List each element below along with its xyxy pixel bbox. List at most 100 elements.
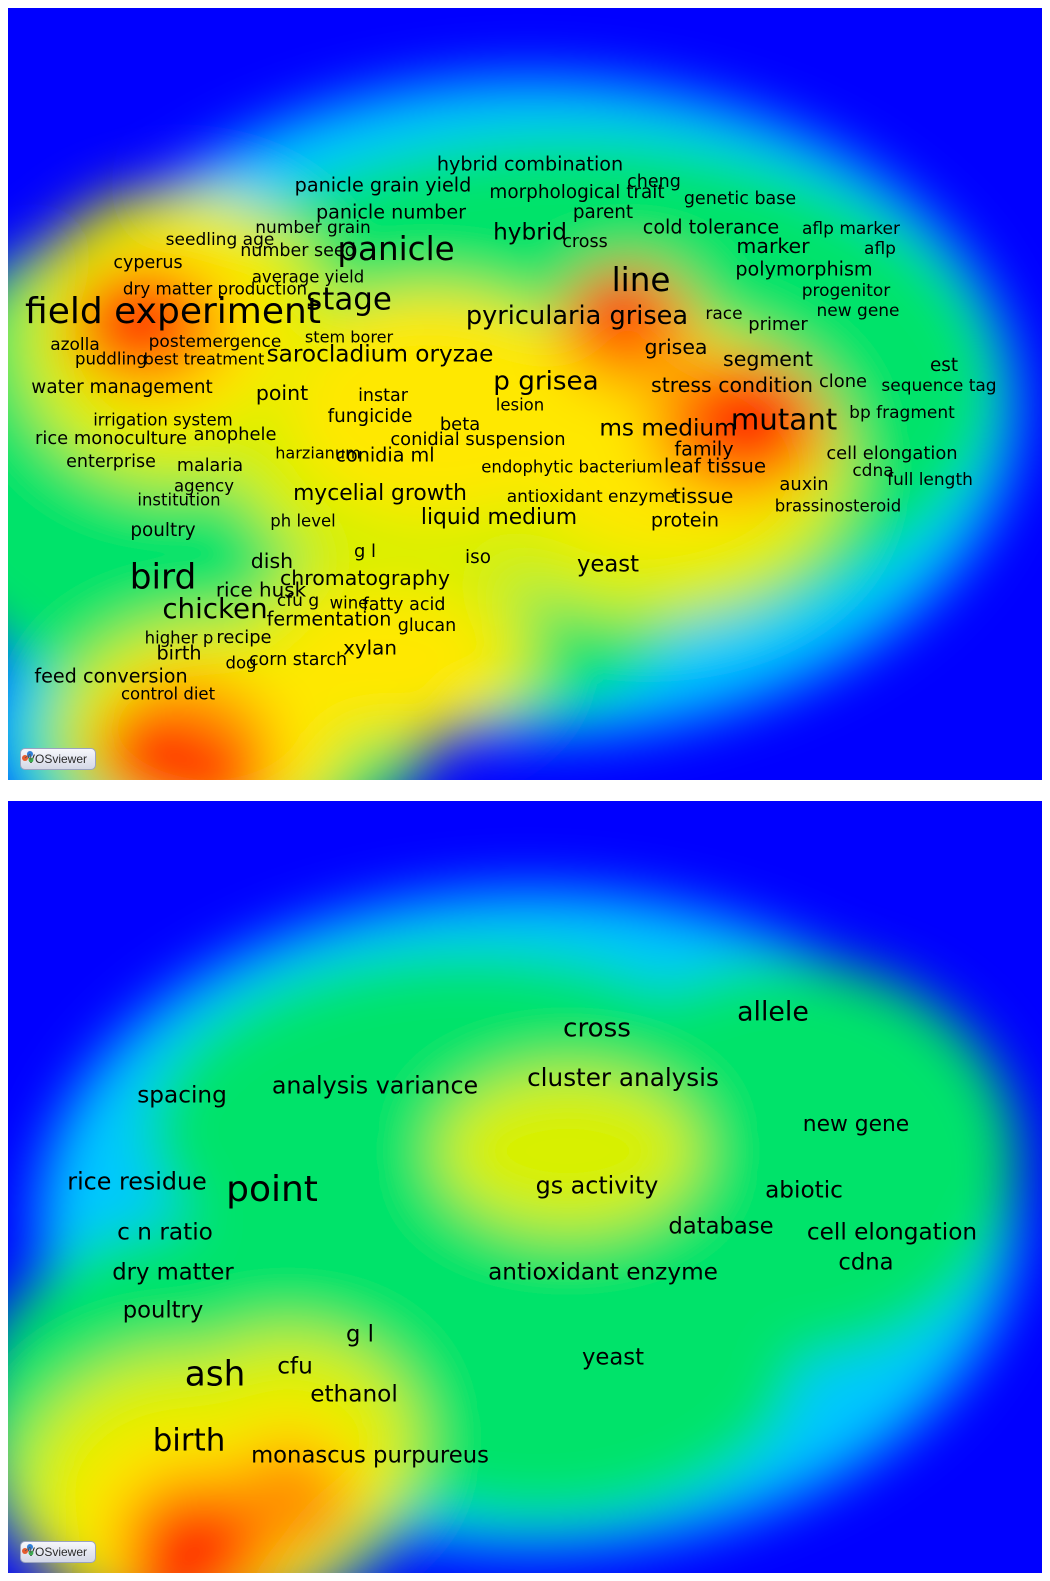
term-label: hybrid combination: [437, 153, 623, 176]
term-label: ethanol: [310, 1381, 398, 1408]
vosviewer-badge-bottom: VOSviewer: [20, 1541, 97, 1563]
term-label: panicle number: [316, 201, 466, 224]
density-blob: [288, 298, 588, 518]
term-label: yeast: [577, 552, 639, 578]
term-label: clone: [819, 371, 867, 392]
density-blob: [173, 748, 263, 780]
density-blob: [438, 1071, 698, 1231]
term-label: yeast: [582, 1345, 644, 1371]
density-blob: [133, 1556, 203, 1573]
term-label: chromatography: [280, 566, 450, 590]
term-label: iso: [465, 547, 491, 568]
vosviewer-label: VOSviewer: [27, 1545, 88, 1559]
term-label: point: [226, 1169, 318, 1210]
term-label: leaf tissue: [664, 455, 766, 478]
term-label: cdna: [838, 1250, 893, 1276]
term-labels: field experiment panicle stage line birdchic…: [25, 153, 997, 704]
term-label: ms medium: [599, 415, 736, 442]
term-label: number grain: [255, 218, 370, 238]
term-label: malaria: [177, 456, 243, 476]
term-label: conidia ml: [335, 444, 434, 467]
term-label: allele: [737, 997, 809, 1028]
term-label: fungicide: [328, 406, 413, 427]
term-label: progenitor: [802, 281, 891, 301]
term-label: dry matter production: [123, 279, 307, 299]
term-label: new gene: [816, 301, 899, 321]
density-map-top: field experiment panicle stage line birdchic…: [8, 78, 1018, 780]
term-label: monascus purpureus: [251, 1443, 489, 1469]
term-label: cell elongation: [826, 443, 957, 464]
term-label: cross: [563, 1014, 631, 1044]
term-label: primer: [748, 314, 808, 335]
term-label: dog: [225, 654, 256, 673]
term-label: best treatment: [144, 350, 265, 369]
term-label: race: [705, 304, 742, 324]
term-label: rice husk: [216, 579, 307, 602]
term-label: water management: [31, 377, 212, 398]
term-label: azolla: [50, 335, 100, 355]
term-label: aflp marker: [802, 219, 900, 239]
term-label: birth: [156, 642, 201, 665]
term-label: protein: [651, 509, 719, 532]
term-label: grisea: [645, 335, 708, 359]
term-label: sarocladium oryzae: [267, 341, 494, 368]
term-label: mycelial growth: [293, 481, 467, 506]
term-label: rice monoculture: [35, 428, 187, 449]
term-label: aflp: [864, 239, 896, 259]
term-label: dry matter: [112, 1260, 234, 1286]
vosviewer-logo-icon: [22, 751, 34, 763]
term-label: liquid medium: [421, 505, 577, 530]
term-label: panicle grain yield: [295, 174, 472, 197]
term-label: birth: [153, 1423, 226, 1459]
term-label: new gene: [803, 1112, 909, 1137]
vosviewer-logo-icon: [22, 1544, 34, 1556]
term-label: point: [256, 381, 308, 405]
term-label: family: [674, 438, 733, 461]
term-label: cross: [562, 232, 607, 252]
term-label: institution: [137, 491, 220, 510]
term-label: cdna: [852, 461, 893, 481]
vosviewer-badge-top: VOSviewer: [20, 748, 97, 770]
term-label: endophytic bacterium: [481, 458, 662, 477]
term-label: control diet: [121, 685, 216, 704]
term-label: beta: [440, 414, 480, 435]
term-label: bird: [130, 558, 197, 598]
density-blob: [88, 273, 188, 363]
term-label: stress condition: [651, 373, 813, 397]
term-label: g l: [354, 541, 376, 562]
density-blob: [688, 368, 808, 468]
term-label: xylan: [343, 637, 397, 660]
term-label: gs activity: [536, 1172, 659, 1200]
term-label: stage: [306, 282, 392, 318]
term-label: poultry: [123, 1298, 204, 1324]
term-label: line: [612, 261, 671, 299]
term-label: glucan: [398, 616, 457, 636]
term-label: cheng: [627, 172, 681, 192]
density-blob: [578, 270, 658, 346]
term-label: cold tolerance: [643, 216, 779, 239]
term-label: corn starch: [249, 650, 347, 670]
heatmap-panel-top: field experiment panicle stage line bird chic…: [8, 8, 1042, 780]
term-label: poultry: [130, 520, 195, 541]
density-map-bottom: point ash birth cross allele cluster analysis…: [8, 891, 1018, 1573]
term-label: spacing: [137, 1082, 227, 1109]
term-label: tissue: [673, 484, 734, 508]
term-label: instar: [358, 386, 409, 406]
term-label: antioxidant enzyme: [488, 1259, 718, 1286]
density-layer: [8, 78, 1018, 780]
term-label: marker: [736, 234, 810, 258]
density-layer: [8, 891, 1018, 1573]
term-label: cell elongation: [807, 1219, 977, 1246]
term-label: bp fragment: [849, 403, 955, 423]
term-label: feed conversion: [34, 665, 187, 688]
term-label: sequence tag: [881, 376, 996, 396]
term-label: cfu: [277, 1353, 313, 1380]
term-label: ph level: [270, 512, 335, 531]
term-label: cfu g: [277, 591, 319, 611]
density-blob: [278, 588, 498, 728]
term-label: field experiment: [25, 291, 321, 332]
term-label: pyricularia grisea: [466, 301, 688, 331]
term-label: c n ratio: [117, 1219, 213, 1246]
term-label: postemergence: [149, 332, 282, 352]
term-label: chicken: [162, 592, 267, 625]
